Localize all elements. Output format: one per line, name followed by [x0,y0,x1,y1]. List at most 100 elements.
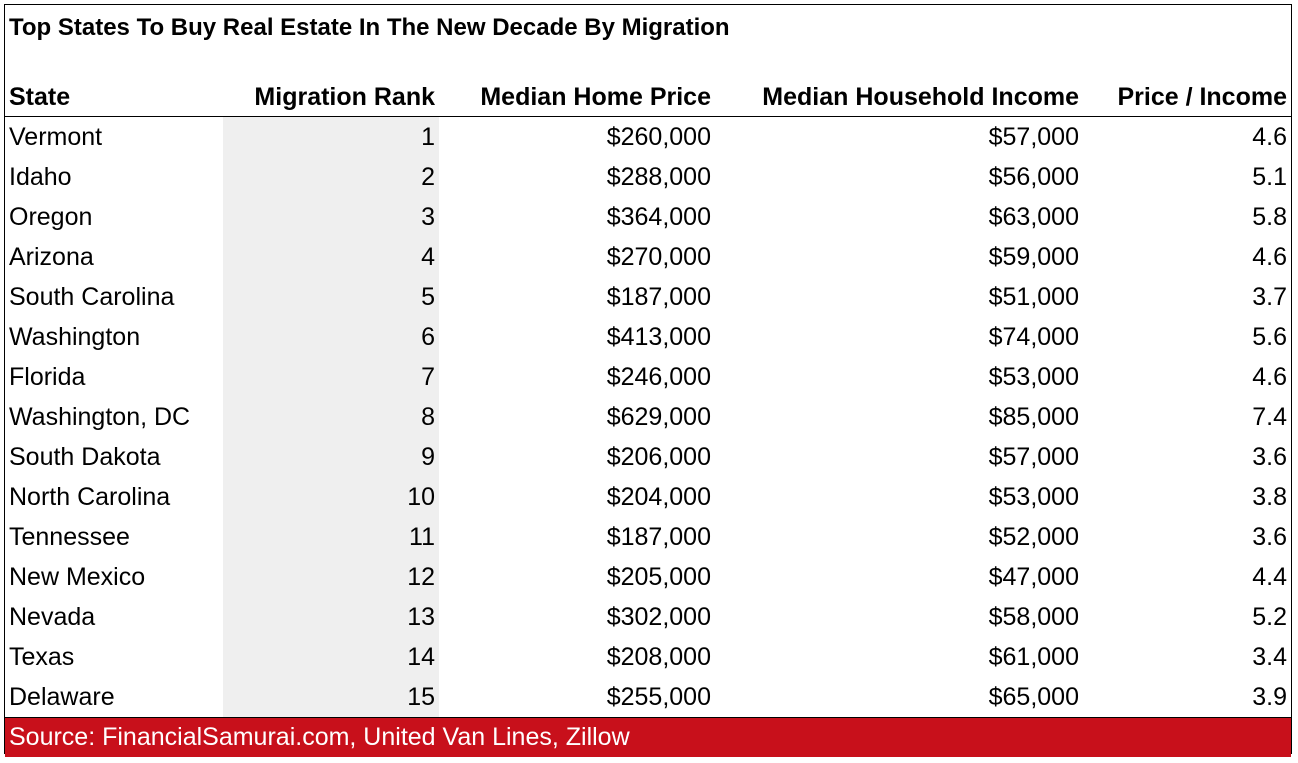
cell-price-income: 4.4 [1252,563,1287,591]
cell-migration-rank: 4 [223,237,439,277]
cell-price-income: 5.8 [1252,203,1287,231]
cell-migration-rank: 10 [223,477,439,517]
cell-migration-rank: 13 [223,597,439,637]
cell-price-income: 3.4 [1252,643,1287,671]
cell-price-income: 7.4 [1252,403,1287,431]
table-title: Top States To Buy Real Estate In The New… [9,14,730,41]
cell-median-household-income: $63,000 [988,203,1079,231]
cell-median-household-income: $53,000 [988,483,1079,511]
cell-median-home-price: $413,000 [606,323,711,351]
cell-median-home-price: $206,000 [606,443,711,471]
cell-median-household-income: $57,000 [988,443,1079,471]
cell-price-income: 3.6 [1252,523,1287,551]
cell-price-income: 3.8 [1252,483,1287,511]
header-price-income: Price / Income [1083,78,1291,117]
title-row: Top States To Buy Real Estate In The New… [5,5,1291,50]
migration-table: Top States To Buy Real Estate In The New… [5,5,1291,757]
cell-median-household-income: $61,000 [988,643,1079,671]
cell-state: Tennessee [9,523,130,551]
cell-migration-rank: 14 [223,637,439,677]
table-row: North Carolina 10 $204,000 $53,000 3.8 [5,477,1291,517]
header-median-home-price: Median Home Price [439,78,715,117]
table-row: Idaho 2 $288,000 $56,000 5.1 [5,157,1291,197]
cell-median-household-income: $56,000 [988,163,1079,191]
cell-price-income: 5.1 [1252,163,1287,191]
cell-migration-rank: 3 [223,197,439,237]
cell-price-income: 4.6 [1252,243,1287,271]
cell-median-home-price: $208,000 [606,643,711,671]
cell-state: Idaho [9,163,72,191]
cell-price-income: 3.6 [1252,443,1287,471]
cell-state: Texas [9,643,75,671]
table-row: Texas 14 $208,000 $61,000 3.4 [5,637,1291,677]
cell-migration-rank: 1 [223,116,439,157]
cell-migration-rank: 7 [223,357,439,397]
table-row: Arizona 4 $270,000 $59,000 4.6 [5,237,1291,277]
table-row: New Mexico 12 $205,000 $47,000 4.4 [5,557,1291,597]
cell-median-household-income: $52,000 [988,523,1079,551]
cell-price-income: 4.6 [1252,363,1287,391]
cell-median-household-income: $59,000 [988,243,1079,271]
cell-state: South Carolina [9,283,175,311]
cell-median-household-income: $53,000 [988,363,1079,391]
table-row: South Dakota 9 $206,000 $57,000 3.6 [5,437,1291,477]
cell-price-income: 4.6 [1252,123,1287,151]
table-row: Delaware 15 $255,000 $65,000 3.9 [5,677,1291,718]
table-row: Washington, DC 8 $629,000 $85,000 7.4 [5,397,1291,437]
table-row: Oregon 3 $364,000 $63,000 5.8 [5,197,1291,237]
cell-state: Delaware [9,683,115,711]
cell-state: Washington, DC [9,403,191,431]
cell-state: Oregon [9,203,93,231]
table-row: Tennessee 11 $187,000 $52,000 3.6 [5,517,1291,557]
cell-migration-rank: 5 [223,277,439,317]
header-migration-rank: Migration Rank [223,78,439,117]
cell-state: Florida [9,363,86,391]
cell-price-income: 3.7 [1252,283,1287,311]
table-row: Washington 6 $413,000 $74,000 5.6 [5,317,1291,357]
cell-median-household-income: $47,000 [988,563,1079,591]
cell-migration-rank: 2 [223,157,439,197]
header-row: State Migration Rank Median Home Price M… [5,78,1291,117]
cell-median-household-income: $57,000 [988,123,1079,151]
cell-median-home-price: $364,000 [606,203,711,231]
cell-migration-rank: 6 [223,317,439,357]
cell-median-home-price: $260,000 [606,123,711,151]
cell-state: North Carolina [9,483,171,511]
cell-migration-rank: 9 [223,437,439,477]
table-row: Florida 7 $246,000 $53,000 4.6 [5,357,1291,397]
cell-migration-rank: 8 [223,397,439,437]
cell-state: New Mexico [9,563,146,591]
cell-median-household-income: $51,000 [988,283,1079,311]
cell-median-household-income: $74,000 [988,323,1079,351]
cell-median-home-price: $288,000 [606,163,711,191]
cell-state: Washington [9,323,141,351]
table-row: Vermont 1 $260,000 $57,000 4.6 [5,116,1291,157]
header-median-household-income: Median Household Income [715,78,1083,117]
cell-median-home-price: $302,000 [606,603,711,631]
cell-median-home-price: $255,000 [606,683,711,711]
spreadsheet-table: Top States To Buy Real Estate In The New… [4,4,1292,757]
cell-price-income: 5.2 [1252,603,1287,631]
spacer-row [5,50,1291,78]
cell-migration-rank: 11 [223,517,439,557]
cell-median-home-price: $205,000 [606,563,711,591]
cell-migration-rank: 15 [223,677,439,718]
cell-migration-rank: 12 [223,557,439,597]
header-state: State [5,78,223,117]
cell-median-home-price: $629,000 [606,403,711,431]
cell-state: Arizona [9,243,94,271]
cell-median-home-price: $270,000 [606,243,711,271]
cell-price-income: 5.6 [1252,323,1287,351]
cell-median-household-income: $85,000 [988,403,1079,431]
cell-median-home-price: $187,000 [606,523,711,551]
cell-price-income: 3.9 [1252,683,1287,711]
cell-median-home-price: $187,000 [606,283,711,311]
table-row: Nevada 13 $302,000 $58,000 5.2 [5,597,1291,637]
cell-median-home-price: $246,000 [606,363,711,391]
cell-state: South Dakota [9,443,161,471]
cell-median-household-income: $58,000 [988,603,1079,631]
cell-state: Nevada [9,603,96,631]
source-row: Source: FinancialSamurai.com, United Van… [5,717,1291,757]
cell-median-home-price: $204,000 [606,483,711,511]
source-note: Source: FinancialSamurai.com, United Van… [5,717,1291,757]
